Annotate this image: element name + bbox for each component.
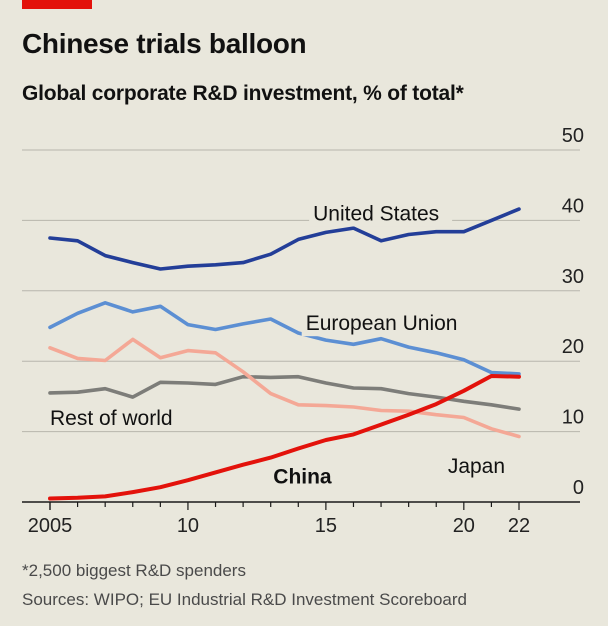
x-tick-label: 2005: [28, 515, 73, 537]
y-tick-label: 50: [562, 125, 584, 147]
x-tick-label: 10: [177, 515, 199, 537]
y-tick-label: 0: [573, 477, 584, 499]
series-label-european-union: European Union: [306, 312, 458, 335]
y-tick-label: 20: [562, 336, 584, 358]
footnote: *2,500 biggest R&D spenders: [22, 561, 246, 580]
brand-tag: [22, 0, 92, 9]
x-tick-label: 15: [315, 515, 337, 537]
series-label-japan: Japan: [448, 455, 505, 478]
series-line-united-states: [48, 207, 521, 271]
sources-note: Sources: WIPO; EU Industrial R&D Investm…: [22, 590, 468, 609]
label-backdrop: [309, 200, 453, 227]
x-tick-label: 22: [508, 515, 530, 537]
y-tick-label: 40: [562, 195, 584, 217]
series-labels: United States European Union Japan Rest of …: [50, 200, 505, 489]
series-line-china: [48, 374, 521, 501]
y-tick-label: 30: [562, 266, 584, 288]
y-axis-ticks: 0 10 20 30 40 50: [562, 125, 584, 499]
series-label-united-states: United States: [313, 202, 439, 225]
y-tick-label: 10: [562, 407, 584, 429]
series-label-rest-of-world: Rest of world: [50, 407, 173, 430]
chart-title: Chinese trials balloon: [22, 28, 307, 59]
series-lines: [48, 207, 521, 501]
series-line-european-union: [48, 300, 521, 376]
x-axis-ticks: 2005 10 15 20 22: [28, 502, 530, 537]
series-label-china: China: [273, 466, 332, 489]
series-line-japan: [48, 337, 521, 439]
x-tick-label: 20: [453, 515, 475, 537]
series-line-rest-of-world: [48, 374, 521, 411]
label-backdrop: [301, 310, 456, 337]
chart-subtitle: Global corporate R&D investment, % of to…: [22, 82, 464, 105]
